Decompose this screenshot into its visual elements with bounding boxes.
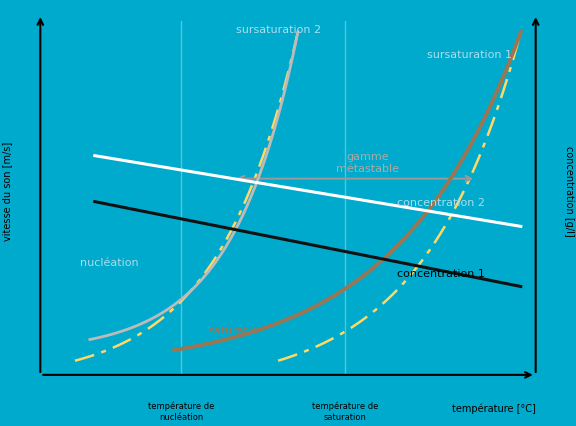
Text: concentration 2: concentration 2 — [397, 198, 485, 208]
Text: sursaturation 2: sursaturation 2 — [236, 25, 321, 35]
Text: sursaturation 1: sursaturation 1 — [427, 49, 511, 60]
Text: température de
saturation: température de saturation — [312, 402, 378, 422]
Text: saturation: saturation — [209, 326, 266, 336]
Text: nucléation: nucléation — [80, 258, 139, 268]
Text: gamme
métastable: gamme métastable — [336, 152, 399, 174]
Text: concentration 1: concentration 1 — [397, 269, 485, 279]
Text: vitesse du son [m/s]: vitesse du son [m/s] — [2, 142, 12, 241]
Text: température de
nucléation: température de nucléation — [148, 402, 215, 422]
Text: concentration [g/l]: concentration [g/l] — [564, 146, 574, 237]
Text: température [°C]: température [°C] — [452, 404, 536, 414]
